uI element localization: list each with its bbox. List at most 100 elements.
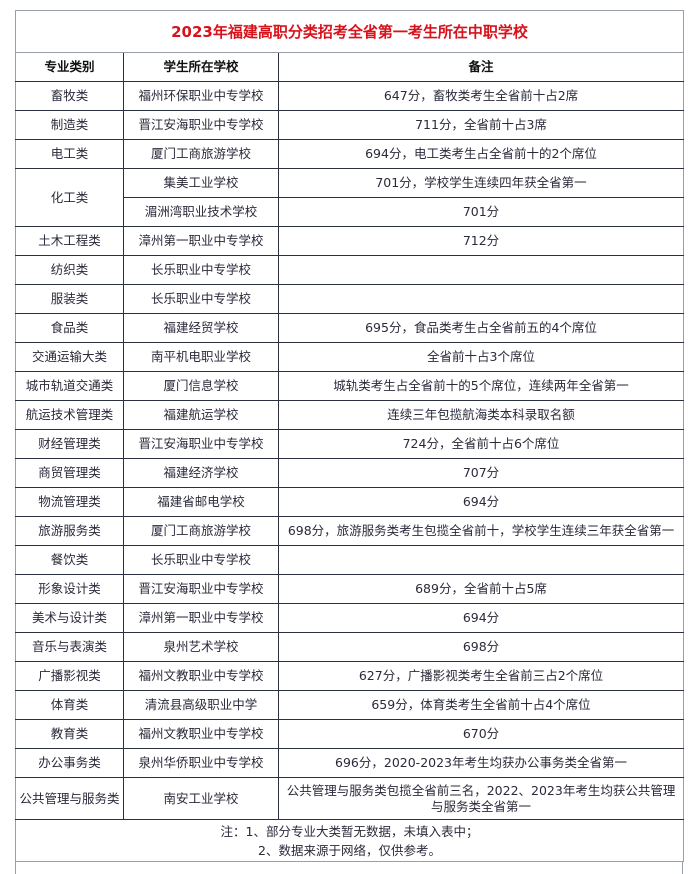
- school-cell: 长乐职业中专学校: [123, 284, 279, 314]
- table-row: 办公事务类 泉州华侨职业中专学校 696分，2020-2023年考生均获办公事务类全…: [15, 748, 685, 778]
- school-cell: 福州文教职业中专学校: [123, 661, 279, 691]
- table-title: 2023年福建高职分类招考全省第一考生所在中职学校: [14, 10, 685, 53]
- category-cell: 食品类: [15, 313, 124, 343]
- note-cell: [277, 284, 685, 314]
- note-cell: 全省前十占3个席位: [277, 342, 685, 372]
- note-cell: 694分: [277, 487, 685, 517]
- school-cell: 福建省邮电学校: [123, 487, 279, 517]
- note-cell: 698分: [277, 632, 685, 662]
- footnote-line-1: 注：1、部分专业大类暂无数据，未填入表中；: [220, 823, 479, 839]
- table-row: 形象设计类 晋江安海职业中专学校 689分，全省前十占5席: [15, 574, 685, 604]
- category-cell: 广播影视类: [15, 661, 124, 691]
- school-cell: 福建经济学校: [123, 458, 279, 488]
- note-cell: [277, 255, 685, 285]
- table-body: 畜牧类 福州环保职业中专学校 647分，畜牧类考生全省前十占2席 制造类 晋江安海职业中…: [15, 81, 685, 820]
- table-row: 制造类 晋江安海职业中专学校 711分，全省前十占3席: [15, 110, 685, 140]
- note-cell: 连续三年包揽航海类本科录取名额: [277, 400, 685, 430]
- school-cell: 漳州第一职业中专学校: [123, 226, 279, 256]
- table-bottom-edge: [15, 862, 683, 874]
- school-cell: 厦门工商旅游学校: [123, 516, 279, 546]
- footnote: 注：1、部分专业大类暂无数据，未填入表中； 2、数据来源于网络，仅供参考。: [14, 819, 685, 862]
- table-row: 餐饮类 长乐职业中专学校: [15, 545, 685, 575]
- category-cell: 服装类: [15, 284, 124, 314]
- table-row: 体育类 清流县高级职业中学 659分，体育类考生全省前十占4个席位: [15, 690, 685, 720]
- school-cell: 晋江安海职业中专学校: [123, 574, 279, 604]
- header-note: 备注: [277, 52, 685, 82]
- category-cell: 电工类: [15, 139, 124, 169]
- table-row: 商贸管理类 福建经济学校 707分: [15, 458, 685, 488]
- table-row: 航运技术管理类 福建航运学校 连续三年包揽航海类本科录取名额: [15, 400, 685, 430]
- school-cell: 福州文教职业中专学校: [123, 719, 279, 749]
- school-cell: 长乐职业中专学校: [123, 255, 279, 285]
- note-cell: 城轨类考生占全省前十的5个席位，连续两年全省第一: [277, 371, 685, 401]
- category-cell: 城市轨道交通类: [15, 371, 124, 401]
- note-cell: 689分，全省前十占5席: [277, 574, 685, 604]
- table-row: 物流管理类 福建省邮电学校 694分: [15, 487, 685, 517]
- category-cell: 音乐与表演类: [15, 632, 124, 662]
- note-cell: 707分: [277, 458, 685, 488]
- school-cell: 长乐职业中专学校: [123, 545, 279, 575]
- category-cell: 制造类: [15, 110, 124, 140]
- note-cell: 698分，旅游服务类考生包揽全省前十，学校学生连续三年获全省第一: [277, 516, 685, 546]
- school-cell: 晋江安海职业中专学校: [123, 110, 279, 140]
- category-cell: 纺织类: [15, 255, 124, 285]
- table-row: 湄洲湾职业技术学校 701分: [16, 197, 685, 227]
- school-cell: 南平机电职业学校: [123, 342, 279, 372]
- note-cell: 647分，畜牧类考生全省前十占2席: [277, 81, 685, 111]
- note-cell: 659分，体育类考生全省前十占4个席位: [277, 690, 685, 720]
- school-cell: 晋江安海职业中专学校: [123, 429, 279, 459]
- category-cell: 畜牧类: [15, 81, 124, 111]
- table-row: 城市轨道交通类 厦门信息学校 城轨类考生占全省前十的5个席位，连续两年全省第一: [15, 371, 685, 401]
- table-row: 教育类 福州文教职业中专学校 670分: [15, 719, 685, 749]
- school-cell: 福建航运学校: [123, 400, 279, 430]
- school-cell: 漳州第一职业中专学校: [123, 603, 279, 633]
- note-cell: 694分: [277, 603, 685, 633]
- table-row: 土木工程类 漳州第一职业中专学校 712分: [15, 226, 685, 256]
- table-row: 旅游服务类 厦门工商旅游学校 698分，旅游服务类考生包揽全省前十，学校学生连续三年…: [15, 516, 685, 546]
- school-cell: 南安工业学校: [123, 777, 279, 820]
- note-cell: 711分，全省前十占3席: [277, 110, 685, 140]
- category-cell: 教育类: [15, 719, 124, 749]
- table-row: 服装类 长乐职业中专学校: [15, 284, 685, 314]
- table-row: 纺织类 长乐职业中专学校: [15, 255, 685, 285]
- table-row: 美术与设计类 漳州第一职业中专学校 694分: [15, 603, 685, 633]
- table-row: 财经管理类 晋江安海职业中专学校 724分，全省前十占6个席位: [15, 429, 685, 459]
- category-cell: 商贸管理类: [15, 458, 124, 488]
- table-row: 食品类 福建经贸学校 695分，食品类考生占全省前五的4个席位: [15, 313, 685, 343]
- note-cell: 627分，广播影视类考生全省前三占2个席位: [277, 661, 685, 691]
- note-cell: 670分: [277, 719, 685, 749]
- school-cell: 集美工业学校: [123, 168, 279, 198]
- header-row: 专业类别 学生所在学校 备注: [15, 52, 685, 82]
- table-row: 化工类 集美工业学校 701分，学校学生连续四年获全省第一: [15, 168, 685, 227]
- category-cell: 体育类: [15, 690, 124, 720]
- note-cell: [277, 545, 685, 575]
- table-container: 2023年福建高职分类招考全省第一考生所在中职学校 专业类别 学生所在学校 备注…: [14, 10, 685, 862]
- note-cell: 696分，2020-2023年考生均获办公事务类全省第一: [277, 748, 685, 778]
- title-row: 2023年福建高职分类招考全省第一考生所在中职学校: [14, 10, 685, 53]
- category-cell: 化工类: [15, 168, 124, 227]
- note-cell: 724分，全省前十占6个席位: [277, 429, 685, 459]
- category-cell: 物流管理类: [15, 487, 124, 517]
- category-cell: 财经管理类: [15, 429, 124, 459]
- school-cell: 泉州华侨职业中专学校: [123, 748, 279, 778]
- table-row: 畜牧类 福州环保职业中专学校 647分，畜牧类考生全省前十占2席: [15, 81, 685, 111]
- footnote-row: 注：1、部分专业大类暂无数据，未填入表中； 2、数据来源于网络，仅供参考。: [14, 819, 685, 862]
- school-cell: 清流县高级职业中学: [123, 690, 279, 720]
- table-row: 交通运输大类 南平机电职业学校 全省前十占3个席位: [15, 342, 685, 372]
- header-category: 专业类别: [15, 52, 124, 82]
- table-row: 广播影视类 福州文教职业中专学校 627分，广播影视类考生全省前三占2个席位: [15, 661, 685, 691]
- school-cell: 厦门信息学校: [123, 371, 279, 401]
- footnote-line-2: 2、数据来源于网络，仅供参考。: [258, 842, 441, 858]
- school-cell: 湄洲湾职业技术学校: [123, 197, 279, 227]
- note-cell: 694分，电工类考生占全省前十的2个席位: [277, 139, 685, 169]
- category-cell: 航运技术管理类: [15, 400, 124, 430]
- category-cell: 旅游服务类: [15, 516, 124, 546]
- school-table: 2023年福建高职分类招考全省第一考生所在中职学校 专业类别 学生所在学校 备注…: [14, 10, 685, 862]
- category-cell: 土木工程类: [15, 226, 124, 256]
- category-cell: 公共管理与服务类: [15, 777, 124, 820]
- category-cell: 美术与设计类: [15, 603, 124, 633]
- table-row: 音乐与表演类 泉州艺术学校 698分: [15, 632, 685, 662]
- note-cell: 701分，学校学生连续四年获全省第一: [277, 168, 685, 198]
- school-cell: 厦门工商旅游学校: [123, 139, 279, 169]
- category-cell: 餐饮类: [15, 545, 124, 575]
